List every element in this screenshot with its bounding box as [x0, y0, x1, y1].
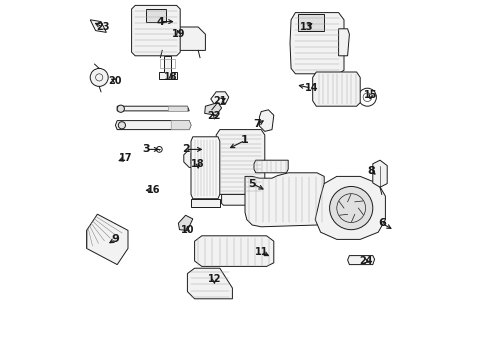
- Polygon shape: [87, 214, 128, 265]
- Polygon shape: [146, 9, 166, 22]
- Polygon shape: [347, 256, 374, 265]
- Text: 8: 8: [367, 166, 375, 176]
- Bar: [191, 199, 220, 207]
- Polygon shape: [195, 236, 274, 266]
- Polygon shape: [187, 268, 232, 299]
- Text: 11: 11: [254, 247, 268, 257]
- Polygon shape: [159, 56, 176, 79]
- Text: 1: 1: [241, 135, 249, 145]
- Text: 9: 9: [111, 234, 120, 244]
- Text: 22: 22: [208, 111, 221, 121]
- Text: 14: 14: [305, 83, 318, 93]
- Polygon shape: [151, 27, 205, 50]
- Polygon shape: [117, 106, 189, 111]
- Polygon shape: [168, 106, 187, 111]
- Text: 15: 15: [364, 90, 378, 100]
- Text: 18: 18: [164, 72, 178, 82]
- Text: 4: 4: [156, 17, 164, 27]
- Polygon shape: [259, 110, 274, 131]
- Polygon shape: [205, 103, 221, 115]
- Polygon shape: [373, 160, 387, 187]
- Text: 13: 13: [299, 22, 313, 32]
- Bar: [190, 153, 204, 163]
- Text: 18: 18: [192, 159, 205, 169]
- Circle shape: [117, 105, 124, 112]
- Text: 3: 3: [142, 144, 150, 154]
- Text: 7: 7: [254, 119, 262, 129]
- Polygon shape: [313, 72, 360, 106]
- Text: 6: 6: [378, 218, 386, 228]
- Text: 10: 10: [181, 225, 194, 235]
- Polygon shape: [221, 194, 259, 205]
- Polygon shape: [315, 176, 386, 239]
- Polygon shape: [254, 160, 288, 173]
- Text: 20: 20: [109, 76, 122, 86]
- Text: 5: 5: [248, 179, 256, 189]
- Text: 17: 17: [119, 153, 132, 163]
- Polygon shape: [216, 130, 265, 194]
- Text: 12: 12: [208, 274, 221, 284]
- Text: 16: 16: [147, 185, 160, 195]
- Bar: [160, 59, 175, 68]
- Polygon shape: [211, 92, 229, 104]
- Polygon shape: [178, 215, 193, 230]
- Text: 23: 23: [96, 22, 110, 32]
- Text: 24: 24: [359, 256, 372, 266]
- Polygon shape: [298, 14, 324, 31]
- Text: 19: 19: [172, 29, 185, 39]
- Polygon shape: [90, 20, 106, 32]
- Polygon shape: [290, 13, 344, 74]
- Circle shape: [90, 68, 108, 86]
- Text: 2: 2: [182, 144, 190, 154]
- Polygon shape: [171, 121, 191, 130]
- Polygon shape: [245, 173, 335, 227]
- Polygon shape: [191, 137, 220, 199]
- Circle shape: [330, 186, 373, 230]
- Circle shape: [118, 122, 125, 129]
- Polygon shape: [339, 29, 349, 56]
- Polygon shape: [184, 149, 207, 167]
- Text: 21: 21: [213, 96, 226, 106]
- Polygon shape: [132, 5, 180, 56]
- Polygon shape: [116, 121, 191, 130]
